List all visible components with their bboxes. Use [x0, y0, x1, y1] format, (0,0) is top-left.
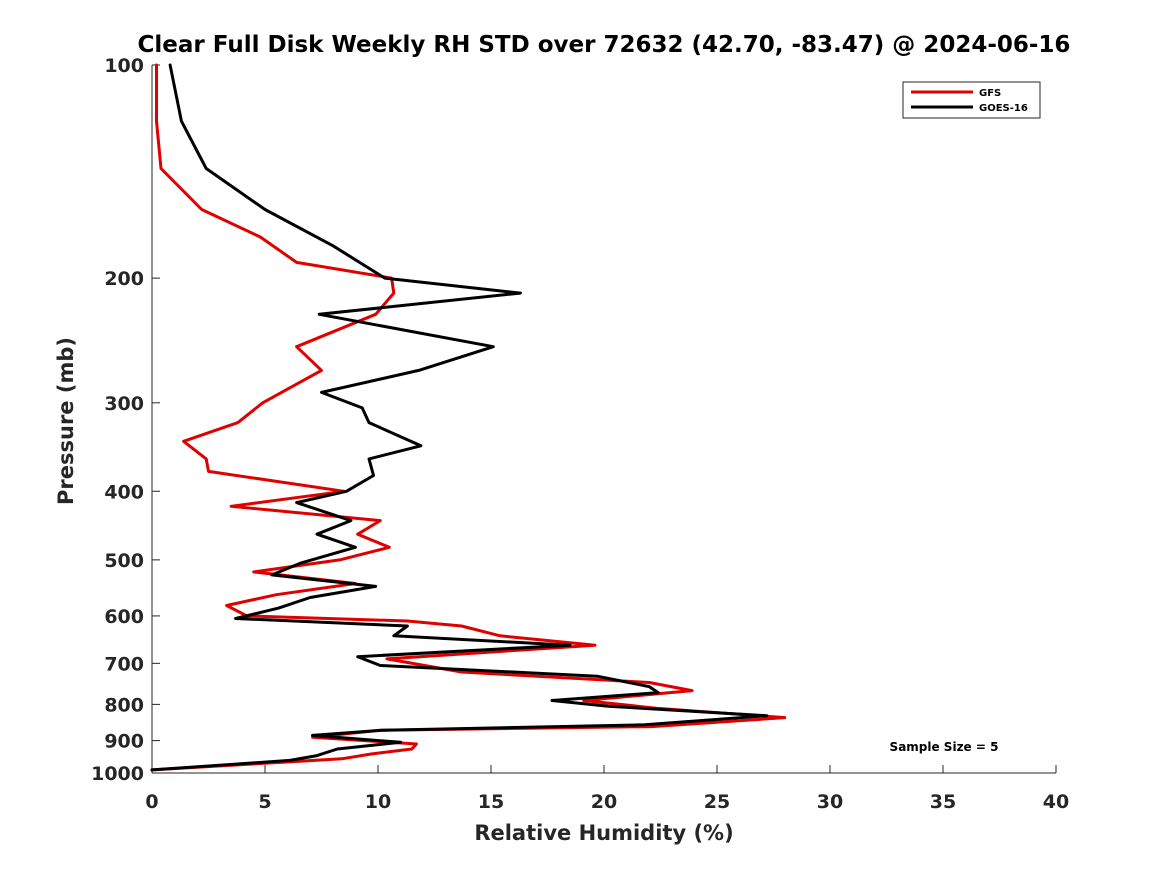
- series-line-goes-16: [150, 63, 769, 772]
- x-tick-label: 0: [145, 791, 158, 813]
- y-tick-label: 200: [104, 268, 144, 290]
- x-tick-label: 35: [930, 791, 956, 813]
- y-tick-label: 700: [104, 653, 144, 675]
- legend-label-gfs: GFS: [979, 88, 1001, 99]
- y-axis-label: Pressure (mb): [54, 337, 78, 505]
- x-tick-label: 10: [365, 791, 391, 813]
- x-tick-label: 30: [817, 791, 843, 813]
- y-tick-label: 1000: [91, 763, 144, 785]
- y-tick-label: 100: [104, 55, 144, 77]
- legend-label-goes-16: GOES-16: [979, 103, 1028, 114]
- chart-title: Clear Full Disk Weekly RH STD over 72632…: [138, 32, 1071, 58]
- y-tick-label: 600: [104, 606, 144, 628]
- legend-box: [902, 81, 1041, 119]
- y-tick-label: 800: [104, 694, 144, 716]
- legend: GFS GOES-16: [902, 81, 1041, 119]
- x-tick-label: 40: [1043, 791, 1069, 813]
- x-axis-label: Relative Humidity (%): [474, 821, 733, 845]
- x-tick-label: 15: [478, 791, 504, 813]
- plot-area: 0 5 10 15 20 25 30 35 40 100 200 300 400 500 600 700 800…: [91, 55, 1069, 813]
- x-tick-label: 25: [704, 791, 730, 813]
- y-tick-label: 500: [104, 550, 144, 572]
- x-tick-label: 5: [258, 791, 271, 813]
- y-tick-label: 300: [104, 393, 144, 415]
- x-tick-label: 20: [591, 791, 617, 813]
- y-tick-label: 400: [104, 481, 144, 503]
- series-line-gfs: [150, 63, 787, 772]
- y-tick-label: 900: [104, 731, 144, 753]
- sample-size-annotation: Sample Size = 5: [890, 740, 999, 754]
